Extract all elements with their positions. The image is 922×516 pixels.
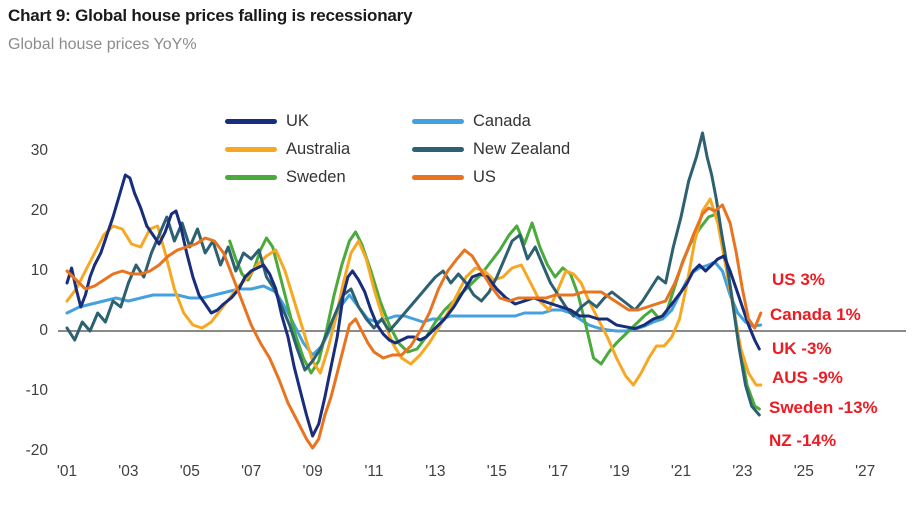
- x-tick-label-2001: '01: [56, 463, 78, 480]
- legend-swatch-canada: [412, 119, 464, 124]
- legend-swatch-australia: [225, 147, 277, 152]
- x-tick-label-2015: '15: [486, 463, 507, 480]
- legend-swatch-new-zealand: [412, 147, 464, 152]
- legend-item-us: US: [412, 167, 570, 188]
- series-line-us: [65, 203, 763, 450]
- annotation-sweden: Sweden -13%: [769, 398, 878, 417]
- x-tick-label-2025: '25: [793, 463, 814, 480]
- series-line-new-zealand: [65, 131, 761, 417]
- y-tick-label-20: 20: [30, 202, 48, 219]
- x-tick-label-2021: '21: [670, 463, 692, 480]
- legend-label-australia: Australia: [286, 140, 351, 158]
- legend-item-canada: Canada: [412, 111, 570, 132]
- series-line-sweden: [228, 212, 761, 411]
- legend-swatch-sweden: [225, 175, 277, 180]
- annotation-uk: UK -3%: [772, 339, 832, 358]
- legend-item-uk: UK: [225, 111, 412, 132]
- legend-item-australia: Australia: [225, 139, 412, 160]
- annotation-canada: Canada 1%: [770, 305, 861, 324]
- annotation-us: US 3%: [772, 270, 825, 289]
- x-tick-label-2023: '23: [732, 463, 753, 480]
- legend-label-sweden: Sweden: [286, 168, 346, 186]
- legend-item-new-zealand: New Zealand: [412, 139, 570, 160]
- y-tick-label-0: 0: [39, 322, 48, 339]
- legend-label-canada: Canada: [473, 112, 531, 130]
- y-tick-label-30: 30: [30, 142, 48, 159]
- legend-label-new-zealand: New Zealand: [473, 140, 571, 158]
- series-line-australia: [65, 197, 763, 387]
- x-tick-label-2005: '05: [179, 463, 200, 480]
- x-tick-label-2009: '09: [302, 463, 323, 480]
- page-title: Chart 9: Global house prices falling is …: [8, 6, 413, 25]
- legend-label-uk: UK: [286, 112, 309, 130]
- y-tick-label--10: -10: [25, 382, 48, 399]
- x-tick-label-2027: '27: [855, 463, 876, 480]
- annotation-aus: AUS -9%: [772, 368, 843, 387]
- annotation-nz: NZ -14%: [769, 431, 837, 450]
- legend-label-us: US: [473, 168, 496, 186]
- x-tick-label-2017: '17: [548, 463, 569, 480]
- page-subtitle: Global house prices YoY%: [8, 36, 197, 53]
- legend: UK Canada Australia New Zealand Sweden US: [225, 111, 570, 188]
- x-tick-label-2003: '03: [118, 463, 139, 480]
- x-tick-label-2011: '11: [364, 463, 384, 480]
- legend-swatch-uk: [225, 119, 277, 124]
- series-line-uk: [65, 173, 761, 438]
- x-tick-label-2019: '19: [609, 463, 630, 480]
- x-tick-label-2007: '07: [241, 463, 262, 480]
- legend-item-sweden: Sweden: [225, 167, 412, 188]
- legend-swatch-us: [412, 175, 464, 180]
- y-tick-label-10: 10: [30, 262, 48, 279]
- x-tick-label-2013: '13: [425, 463, 446, 480]
- y-tick-label--20: -20: [25, 442, 48, 459]
